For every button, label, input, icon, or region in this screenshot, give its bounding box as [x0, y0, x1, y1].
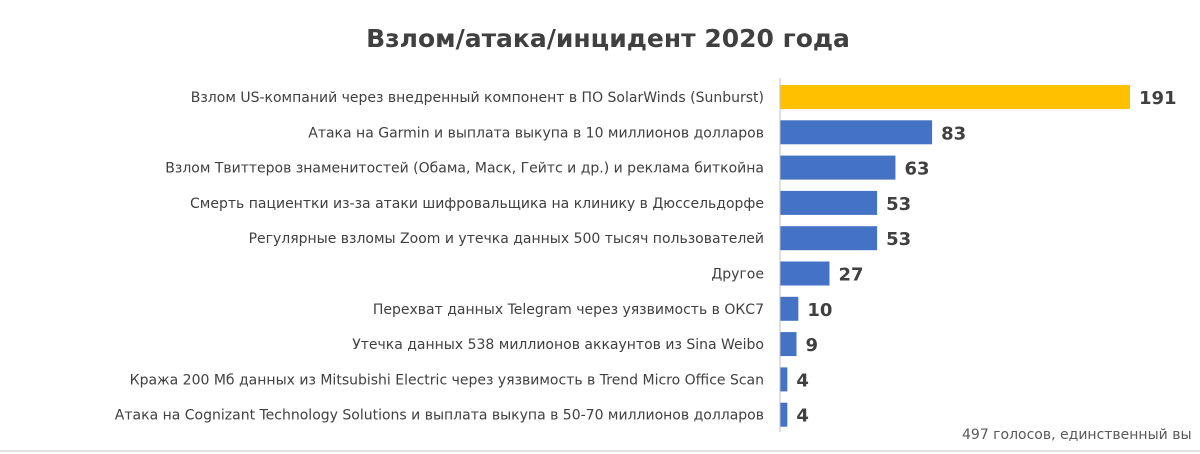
category-label-7: Перехват данных Telegram через уязвимост… — [373, 302, 764, 318]
bar-10 — [780, 402, 788, 427]
bar-6 — [780, 261, 830, 286]
value-label-7: 10 — [807, 300, 832, 321]
category-label-3: Взлом Твиттеров знаменитостей (Обама, Ма… — [165, 161, 764, 177]
category-label-2: Атака на Garmin и выплата выкупа в 10 ми… — [308, 125, 764, 141]
category-label-9: Кража 200 Мб данных из Mitsubishi Electr… — [130, 372, 764, 388]
bar-9 — [780, 367, 788, 392]
bar-3 — [780, 155, 896, 180]
bar-8 — [780, 332, 797, 357]
value-label-5: 53 — [886, 229, 911, 250]
bar-7 — [780, 296, 799, 321]
category-label-4: Смерть пациентки из-за атаки шифровальщи… — [190, 196, 764, 212]
category-label-8: Утечка данных 538 миллионов аккаунтов из… — [352, 337, 764, 353]
category-label-5: Регулярные взломы Zoom и утечка данных 5… — [249, 231, 764, 247]
category-label-6: Другое — [711, 267, 764, 283]
value-label-4: 53 — [886, 194, 911, 215]
value-label-1: 191 — [1139, 88, 1177, 109]
bar-5 — [780, 226, 878, 251]
value-label-6: 27 — [838, 265, 863, 286]
value-label-8: 9 — [805, 335, 818, 356]
category-label-10: Атака на Cognizant Technology Solutions … — [115, 408, 764, 424]
category-label-1: Взлом US-компаний через внедренный компо… — [191, 90, 764, 106]
votes-footnote: 497 голосов, единственный вы — [962, 427, 1192, 443]
bar-1 — [780, 85, 1130, 109]
value-label-10: 4 — [796, 406, 809, 427]
bars-layer: Взлом US-компаний через внедренный компо… — [115, 85, 1177, 427]
value-label-2: 83 — [941, 123, 966, 144]
bar-4 — [780, 190, 878, 215]
chart-title: Взлом/атака/инцидент 2020 года — [366, 24, 850, 53]
bar-2 — [780, 120, 933, 145]
value-label-3: 63 — [904, 159, 929, 180]
value-label-9: 4 — [796, 370, 809, 391]
